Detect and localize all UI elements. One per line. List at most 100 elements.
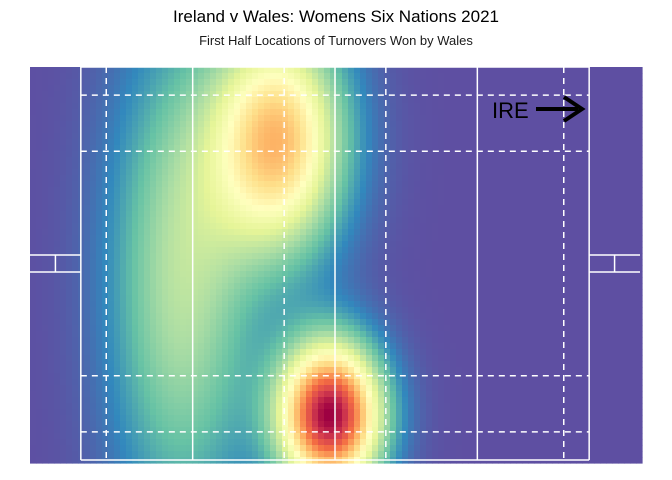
density-cell: [624, 337, 631, 344]
density-cell: [492, 307, 499, 314]
density-cell: [570, 283, 577, 290]
density-cell: [384, 73, 391, 80]
density-cell: [408, 319, 415, 326]
density-cell: [186, 301, 193, 308]
density-cell: [162, 103, 169, 110]
density-cell: [54, 133, 61, 140]
density-cell: [96, 79, 103, 86]
density-cell: [504, 205, 511, 212]
density-cell: [72, 313, 79, 320]
density-cell: [144, 253, 151, 260]
density-cell: [582, 331, 589, 338]
density-cell: [498, 109, 505, 116]
density-cell: [630, 85, 637, 92]
density-cell: [630, 271, 637, 278]
density-cell: [552, 151, 559, 158]
density-cell: [612, 235, 619, 242]
density-cell: [96, 97, 103, 104]
density-cell: [204, 211, 211, 218]
density-cell: [120, 67, 127, 74]
density-cell: [564, 109, 571, 116]
density-cell: [270, 211, 277, 218]
density-cell: [318, 337, 325, 344]
density-cell: [444, 157, 451, 164]
density-cell: [612, 223, 619, 230]
density-cell: [84, 355, 91, 362]
density-cell: [222, 217, 229, 224]
density-cell: [48, 169, 55, 176]
density-cell: [228, 127, 235, 134]
density-cell: [462, 277, 469, 284]
density-cell: [396, 181, 403, 188]
density-cell: [234, 193, 241, 200]
density-cell: [498, 133, 505, 140]
density-cell: [384, 163, 391, 170]
density-cell: [108, 271, 115, 278]
density-cell: [618, 337, 625, 344]
density-cell: [288, 163, 295, 170]
density-cell: [516, 103, 523, 110]
density-cell: [558, 109, 565, 116]
density-cell: [498, 349, 505, 356]
density-cell: [252, 175, 259, 182]
density-cell: [318, 223, 325, 230]
density-cell: [396, 109, 403, 116]
density-cell: [132, 91, 139, 98]
density-cell: [558, 139, 565, 146]
density-cell: [228, 199, 235, 206]
density-cell: [414, 193, 421, 200]
density-cell: [624, 85, 631, 92]
density-cell: [390, 169, 397, 176]
density-cell: [174, 337, 181, 344]
density-cell: [282, 67, 289, 74]
density-cell: [630, 343, 637, 350]
density-cell: [612, 157, 619, 164]
density-cell: [246, 181, 253, 188]
density-cell: [210, 121, 217, 128]
density-cell: [198, 175, 205, 182]
density-cell: [534, 67, 541, 74]
density-cell: [336, 241, 343, 248]
density-cell: [228, 193, 235, 200]
density-cell: [366, 79, 373, 86]
density-cell: [72, 295, 79, 302]
density-cell: [204, 259, 211, 266]
density-cell: [522, 139, 529, 146]
density-cell: [450, 229, 457, 236]
density-cell: [570, 229, 577, 236]
density-cell: [630, 115, 637, 122]
density-cell: [210, 169, 217, 176]
density-cell: [72, 301, 79, 308]
density-cell: [636, 337, 643, 344]
density-cell: [546, 235, 553, 242]
density-cell: [84, 151, 91, 158]
density-cell: [216, 223, 223, 230]
density-cell: [480, 211, 487, 218]
density-cell: [114, 133, 121, 140]
density-cell: [588, 217, 595, 224]
density-cell: [300, 349, 307, 356]
density-cell: [522, 307, 529, 314]
density-cell: [270, 133, 277, 140]
density-cell: [276, 295, 283, 302]
density-cell: [132, 289, 139, 296]
density-cell: [198, 241, 205, 248]
density-cell: [192, 217, 199, 224]
density-cell: [552, 139, 559, 146]
density-cell: [432, 343, 439, 350]
density-cell: [324, 97, 331, 104]
density-cell: [624, 283, 631, 290]
density-cell: [594, 193, 601, 200]
density-cell: [228, 91, 235, 98]
density-cell: [342, 103, 349, 110]
density-cell: [630, 145, 637, 152]
density-cell: [300, 271, 307, 278]
density-cell: [246, 325, 253, 332]
density-cell: [42, 151, 49, 158]
density-cell: [252, 253, 259, 260]
density-cell: [564, 271, 571, 278]
density-cell: [450, 103, 457, 110]
density-cell: [312, 343, 319, 350]
density-cell: [600, 283, 607, 290]
density-cell: [246, 349, 253, 356]
